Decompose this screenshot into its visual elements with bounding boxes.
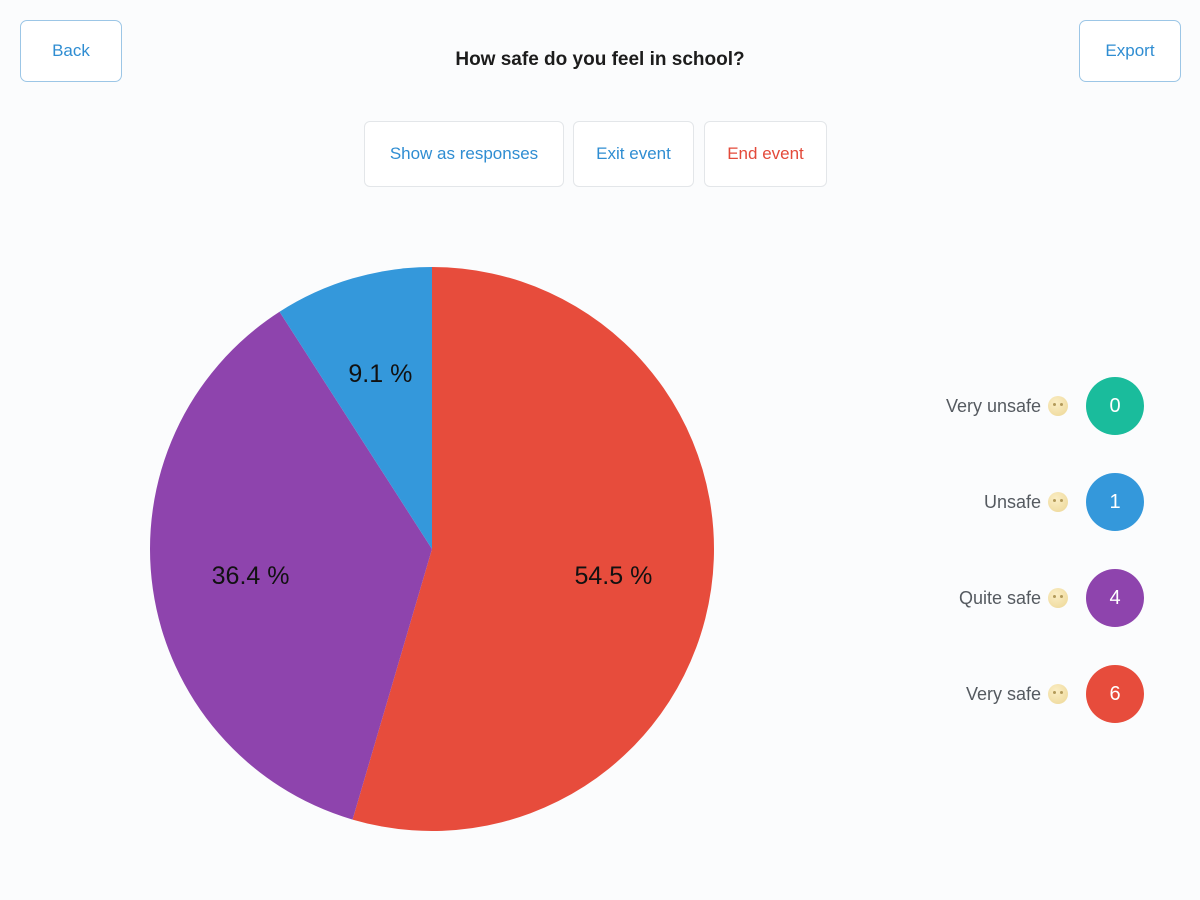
- legend-row-very-unsafe: Very unsafe 0: [946, 376, 1144, 436]
- show-as-responses-button[interactable]: Show as responses: [364, 121, 564, 187]
- legend-row-unsafe: Unsafe 1: [984, 472, 1144, 532]
- pie-slice-unsafe: [279, 267, 432, 549]
- pie-slice-label: 36.4 %: [212, 562, 290, 590]
- legend-label-text: Very unsafe: [945, 395, 1041, 416]
- count-badge: 0: [1086, 377, 1144, 435]
- legend-label-text: Unsafe: [983, 491, 1041, 512]
- export-button[interactable]: Export: [1079, 20, 1181, 82]
- count-badge: 4: [1086, 569, 1144, 627]
- legend-label: Very unsafe: [946, 396, 1068, 417]
- sad-face-emoji-icon: [1048, 396, 1068, 416]
- legend-label-text: Quite safe: [958, 587, 1041, 608]
- legend-row-very-safe: Very safe 6: [966, 664, 1144, 724]
- happy-face-emoji-icon: [1048, 684, 1068, 704]
- exit-event-button[interactable]: Exit event: [573, 121, 694, 187]
- legend-label: Quite safe: [959, 588, 1068, 609]
- back-button[interactable]: Back: [20, 20, 122, 82]
- smiling-face-emoji-icon: [1048, 588, 1068, 608]
- pie-slice-label: 9.1 %: [348, 360, 412, 388]
- legend-row-quite-safe: Quite safe 4: [959, 568, 1144, 628]
- pie-slice-label: 54.5 %: [575, 562, 653, 590]
- legend-label: Very safe: [966, 684, 1068, 705]
- pie-slice-very-safe: [352, 267, 714, 832]
- count-badge: 1: [1086, 473, 1144, 531]
- page-title: How safe do you feel in school?: [455, 49, 745, 70]
- neutral-face-emoji-icon: [1048, 492, 1068, 512]
- count-badge: 6: [1086, 665, 1144, 723]
- legend-label: Unsafe: [984, 492, 1068, 513]
- pie-slice-quite-safe: [149, 311, 432, 820]
- legend-label-text: Very safe: [965, 683, 1041, 704]
- end-event-button[interactable]: End event: [704, 121, 827, 187]
